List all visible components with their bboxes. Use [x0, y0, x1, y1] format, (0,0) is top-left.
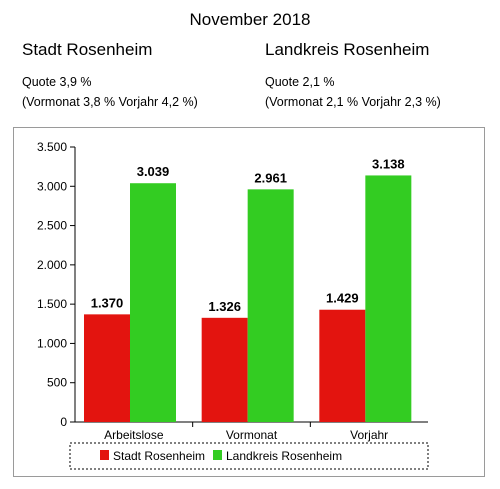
- landkreis-compare: (Vormonat 2,1 % Vorjahr 2,3 %): [265, 95, 441, 109]
- bar-landkreis-rosenheim-vormonat: [247, 189, 294, 422]
- y-tick-label: 1.500: [37, 297, 67, 311]
- legend-swatch-stadt-rosenheim: [100, 450, 109, 460]
- y-tick-label: 3.000: [37, 179, 67, 193]
- y-tick-label: 3.500: [37, 140, 67, 154]
- stadt-quote: Quote 3,9 %: [22, 75, 92, 89]
- page-title: November 2018: [189, 10, 311, 29]
- x-tick-label-vormonat: Vormonat: [226, 428, 278, 442]
- bar-landkreis-rosenheim-vorjahr: [365, 175, 412, 422]
- legend-swatch-landkreis-rosenheim: [213, 450, 222, 460]
- stadt-compare: (Vormonat 3,8 % Vorjahr 4,2 %): [22, 95, 198, 109]
- landkreis-quote: Quote 2,1 %: [265, 75, 335, 89]
- stadt-heading: Stadt Rosenheim: [22, 40, 153, 59]
- y-tick-label: 500: [47, 376, 67, 390]
- bar-landkreis-rosenheim-arbeitslose: [130, 183, 176, 422]
- stadt-info: Stadt Rosenheim Quote 3,9 % (Vormonat 3,…: [22, 40, 198, 112]
- bar-stadt-rosenheim-vorjahr: [319, 309, 366, 422]
- x-tick-label-vorjahr: Vorjahr: [350, 428, 388, 442]
- landkreis-heading: Landkreis Rosenheim: [265, 40, 430, 59]
- data-label-landkreis-rosenheim-arbeitslose: 3.039: [137, 164, 170, 179]
- y-tick-label: 2.500: [37, 219, 67, 233]
- y-tick-label: 2.000: [37, 258, 67, 272]
- chart-frame: [13, 127, 485, 477]
- data-label-landkreis-rosenheim-vormonat: 2.961: [254, 170, 287, 185]
- bar-stadt-rosenheim-vormonat: [201, 317, 248, 422]
- data-label-stadt-rosenheim-arbeitslose: 1.370: [91, 295, 124, 310]
- legend-label-landkreis-rosenheim: Landkreis Rosenheim: [226, 449, 342, 463]
- x-tick-label-arbeitslose: Arbeitslose: [104, 428, 164, 442]
- data-label-stadt-rosenheim-vorjahr: 1.429: [326, 291, 359, 306]
- data-label-landkreis-rosenheim-vorjahr: 3.138: [372, 156, 405, 171]
- y-tick-label: 1.000: [37, 336, 67, 350]
- legend-label-stadt-rosenheim: Stadt Rosenheim: [113, 449, 205, 463]
- y-tick-label: 0: [60, 415, 67, 429]
- landkreis-info: Landkreis Rosenheim Quote 2,1 % (Vormona…: [265, 40, 441, 112]
- data-label-stadt-rosenheim-vormonat: 1.326: [208, 299, 241, 314]
- bar-stadt-rosenheim-arbeitslose: [84, 314, 130, 422]
